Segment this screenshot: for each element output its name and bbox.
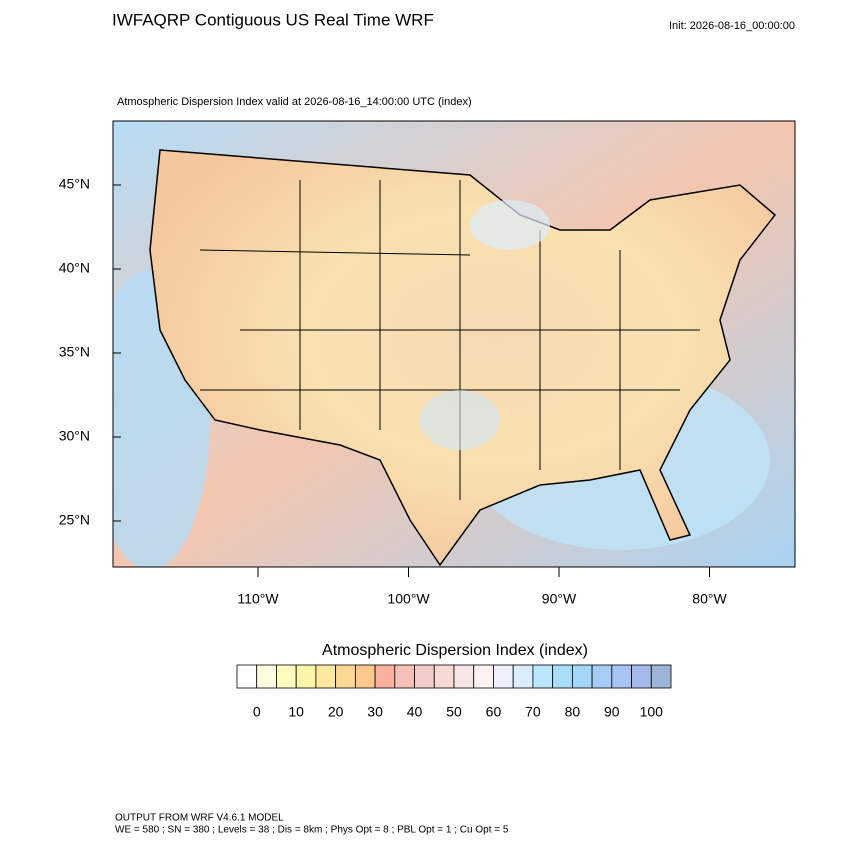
- colorbar-box: [571, 664, 593, 689]
- colorbar-box: [532, 664, 554, 689]
- lat-label: 35°N: [59, 344, 90, 360]
- colorbar-label: 90: [604, 704, 620, 720]
- lon-label: 110°W: [237, 591, 279, 607]
- colorbar-label: 20: [328, 704, 344, 720]
- lat-label: 30°N: [59, 428, 90, 444]
- borders: [199, 180, 700, 500]
- colorbar-box: [295, 664, 317, 689]
- colorbar-title: Atmospheric Dispersion Index (index): [322, 642, 588, 659]
- title: IWFAQRP Contiguous US Real Time WRF: [112, 10, 434, 29]
- colorbar-box: [414, 664, 435, 689]
- colorbar-label: 10: [288, 704, 304, 720]
- map-field: [113, 121, 795, 567]
- colorbar-box: [473, 664, 494, 689]
- colorbar-box: [611, 664, 632, 689]
- colorbar-box: [631, 664, 652, 689]
- lat-label: 25°N: [59, 512, 90, 528]
- colorbar-box: [650, 664, 672, 689]
- colorbar-box: [512, 664, 534, 689]
- colorbar-label: 80: [565, 704, 581, 720]
- lat-label: 40°N: [59, 260, 90, 276]
- colorbar-box: [256, 664, 277, 689]
- colorbar-label: 30: [367, 704, 383, 720]
- colorbar-box: [552, 664, 573, 689]
- colorbar-label: 60: [486, 704, 502, 720]
- colorbar-box: [493, 664, 514, 689]
- colorbar-box: [276, 664, 297, 689]
- colorbar-box: [591, 664, 613, 689]
- colorbar-label: 0: [253, 704, 261, 720]
- colorbar-box: [315, 664, 337, 689]
- lon-label: 90°W: [542, 591, 577, 607]
- init-time: Init: 2026-08-16_00:00:00: [669, 20, 795, 32]
- colorbar-label: 100: [640, 704, 664, 720]
- colorbar-box: [433, 664, 455, 689]
- lat-label: 45°N: [59, 176, 90, 192]
- colorbar-box: [374, 664, 396, 689]
- colorbar-label: 50: [446, 704, 462, 720]
- footer-line: WE = 580 ; SN = 380 ; Levels = 38 ; Dis …: [115, 825, 509, 836]
- lon-label: 80°W: [692, 591, 727, 607]
- colorbar-box: [335, 664, 356, 689]
- subtitle: Atmospheric Dispersion Index valid at 20…: [117, 96, 472, 108]
- land: [149, 149, 777, 567]
- colorbar-label: 40: [407, 704, 423, 720]
- field-patch: [420, 390, 500, 450]
- footer-line: OUTPUT FROM WRF V4.6.1 MODEL: [115, 813, 284, 824]
- colorbar-box: [453, 664, 475, 689]
- map-frame: [112, 120, 796, 568]
- colorbar-box: [394, 664, 415, 689]
- lon-label: 100°W: [387, 591, 430, 607]
- colorbar-box: [354, 664, 376, 689]
- field-patch: [470, 200, 550, 250]
- colorbar-box: [236, 664, 258, 689]
- colorbar-label: 70: [525, 704, 541, 720]
